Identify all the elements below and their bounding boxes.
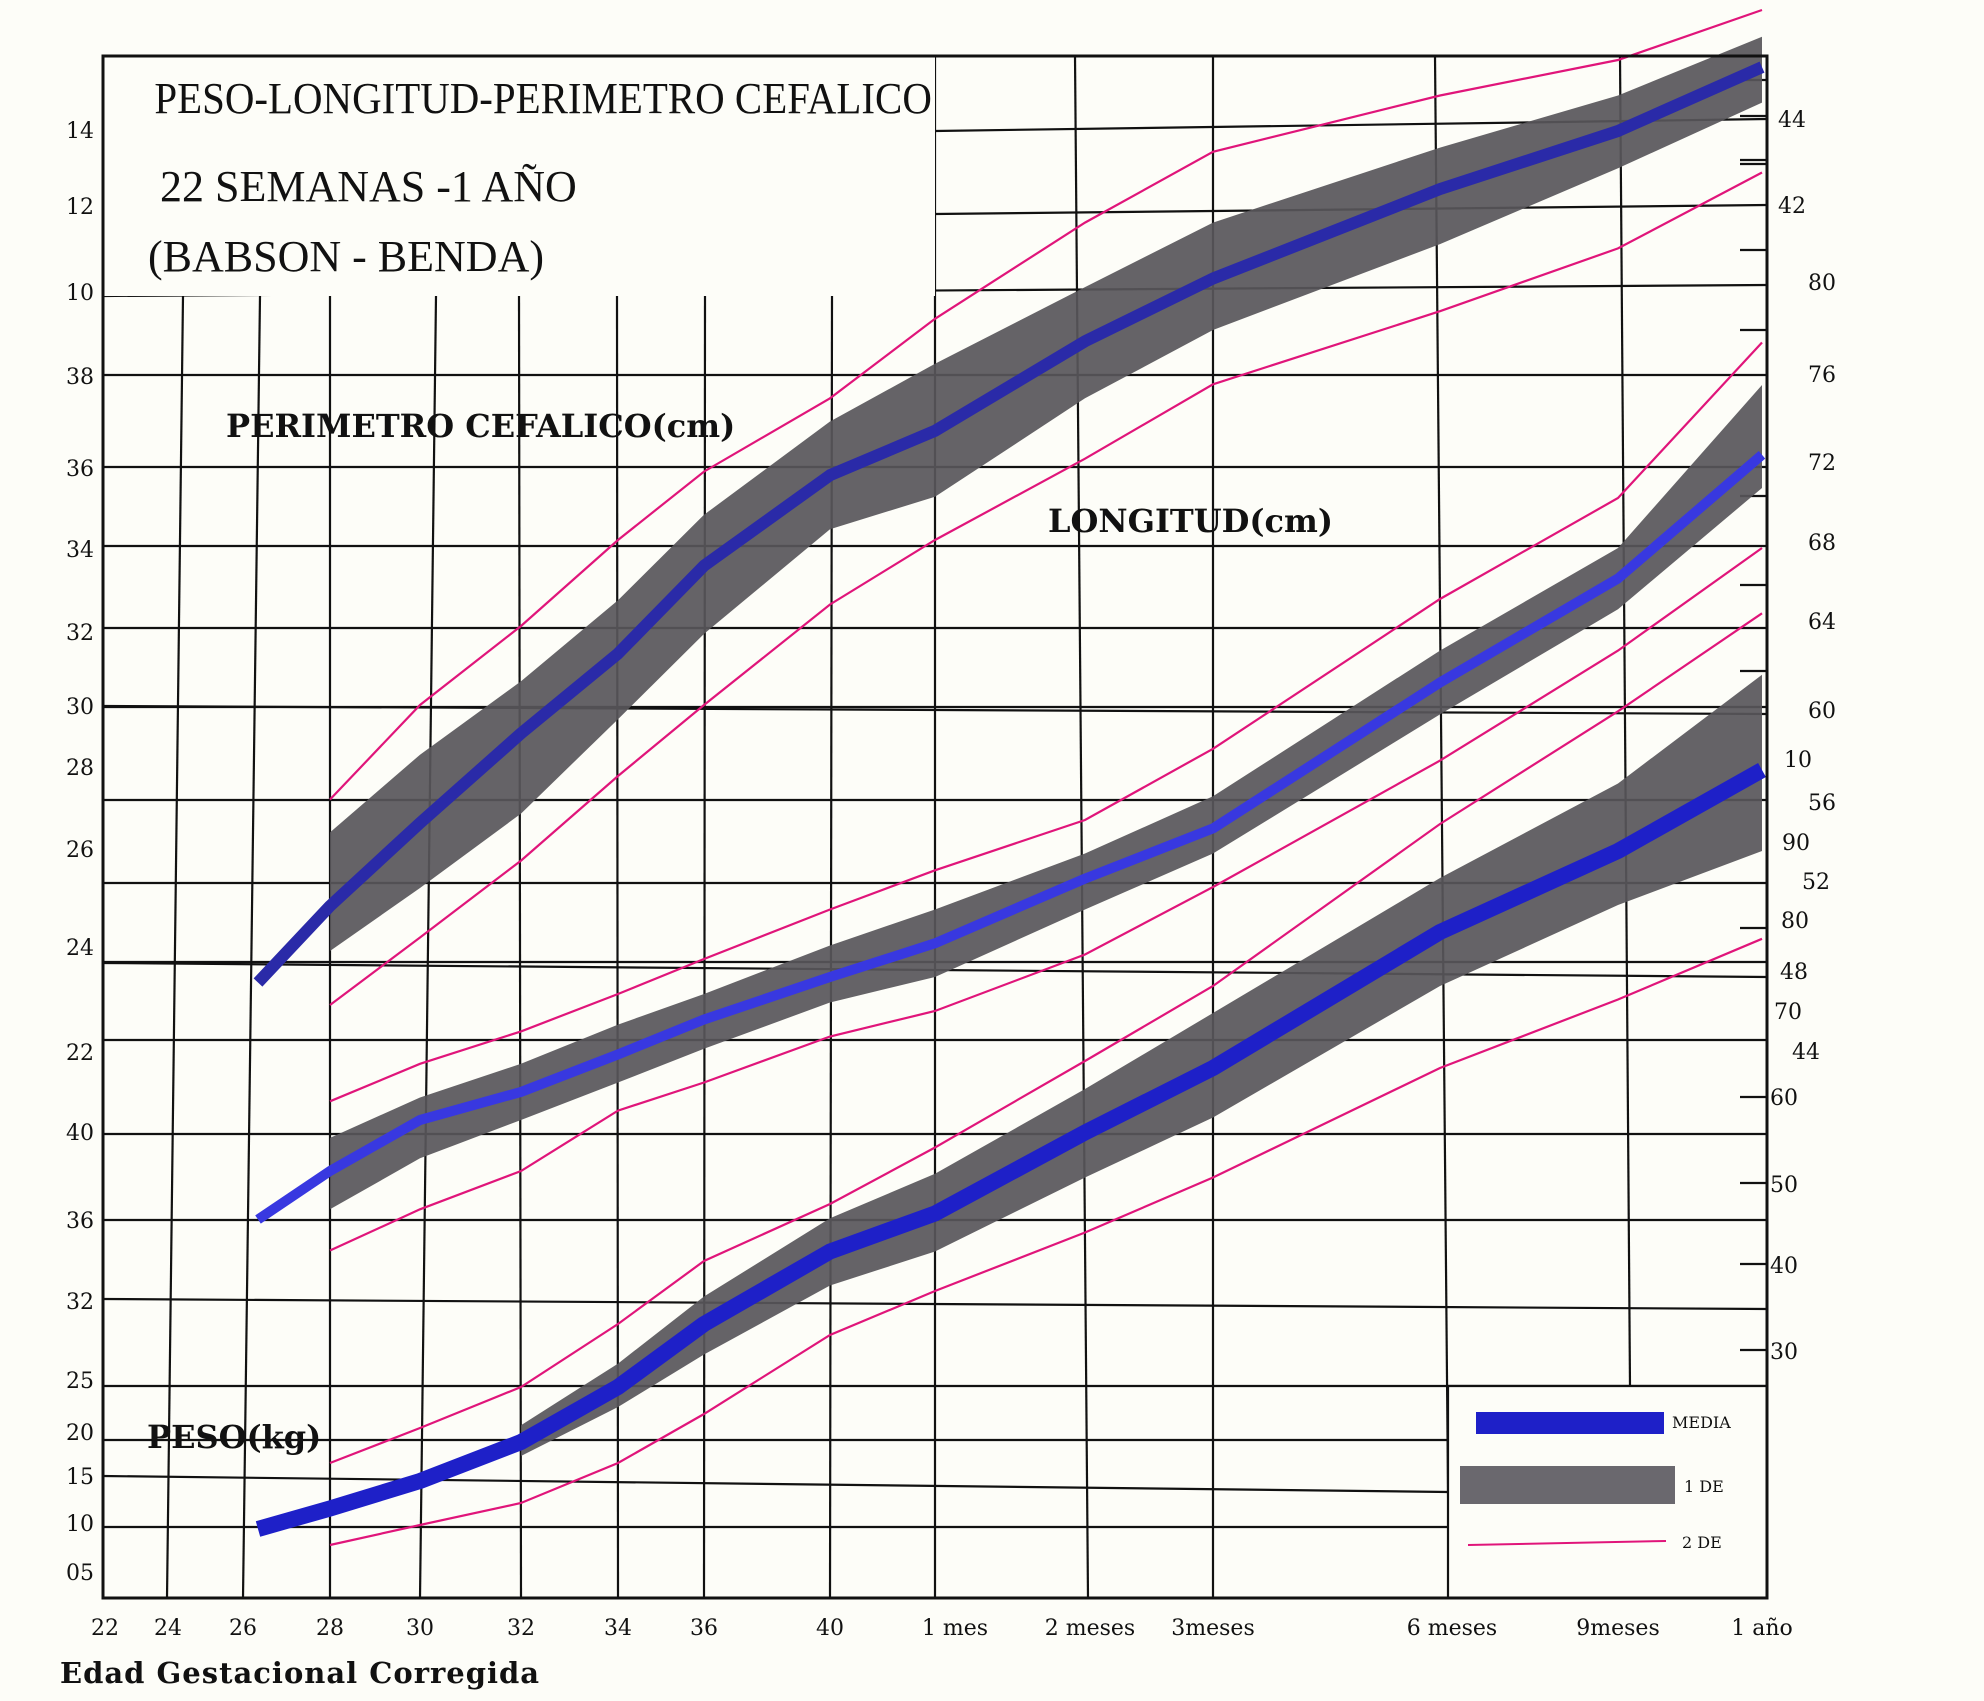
- right-tick-label: 30: [1770, 1340, 1798, 1365]
- x-tick-label: 32: [507, 1616, 535, 1641]
- two-sd-curves: [329, 8, 1763, 1547]
- two-sd-upper-curve: [329, 8, 1763, 801]
- right-tick-label: 44: [1792, 1040, 1820, 1065]
- grid-vline: [517, 295, 523, 1599]
- right-tick-label: 50: [1770, 1173, 1798, 1198]
- x-tick-label: 22: [91, 1616, 119, 1641]
- left-tick-label: 12: [66, 195, 94, 220]
- right-tick-label: 76: [1808, 363, 1836, 388]
- media-curve: [253, 61, 1765, 987]
- right-tick-label: 60: [1770, 1086, 1798, 1111]
- right-tick-label: 40: [1770, 1254, 1798, 1279]
- right-tick-label: 48: [1780, 960, 1808, 985]
- left-tick-label: 28: [66, 756, 94, 781]
- series-label-weight: PESO(kg): [147, 1418, 321, 1456]
- right-tick-label: 60: [1808, 699, 1836, 724]
- right-tick-label: 72: [1808, 451, 1836, 476]
- legend-1de-swatch: [1460, 1466, 1675, 1504]
- x-tick-label: 34: [604, 1616, 632, 1641]
- legend-media-label: MEDIA: [1672, 1413, 1731, 1432]
- grid-vline: [165, 295, 185, 1599]
- media-curve: [255, 763, 1766, 1537]
- right-tick-label: 80: [1781, 909, 1809, 934]
- x-tick-label: 1 mes: [922, 1616, 988, 1641]
- two-sd-lower-curve: [329, 937, 1763, 1547]
- media-curves: [253, 61, 1766, 1537]
- right-tick-label: 70: [1774, 1000, 1802, 1025]
- left-tick-label: 40: [66, 1121, 94, 1146]
- right-tick-label: 44: [1778, 108, 1806, 133]
- x-tick-label: 40: [816, 1616, 844, 1641]
- grid-hline: [102, 704, 1768, 716]
- left-tick-label: 24: [66, 936, 94, 961]
- x-tick-label: 26: [229, 1616, 257, 1641]
- x-tick-label: 28: [316, 1616, 344, 1641]
- two-sd-upper-curve: [329, 612, 1763, 1465]
- right-tick-label: 64: [1808, 610, 1836, 635]
- axis-labels: 22 24 26 28 30 32 34 36 40 1 mes 2 meses 3meses 6 me…: [66, 108, 1836, 1641]
- left-tick-label: 38: [66, 365, 94, 390]
- series-label-length: LONGITUD(cm): [1048, 502, 1333, 540]
- left-tick-label: 34: [66, 538, 94, 563]
- left-tick-label: 32: [66, 621, 94, 646]
- right-tick-label: 52: [1802, 870, 1830, 895]
- left-tick-label: 36: [66, 1209, 94, 1234]
- x-axis-title: Edad Gestacional Corregida: [60, 1656, 540, 1690]
- right-tick-label: 56: [1808, 791, 1836, 816]
- x-tick-label: 1 año: [1731, 1616, 1793, 1641]
- x-tick-label: 30: [406, 1616, 434, 1641]
- grid-hline: [102, 1297, 1768, 1311]
- x-tick-label: 3meses: [1171, 1616, 1254, 1641]
- two-sd-lower-curve: [329, 547, 1763, 1252]
- left-tick-label: 36: [66, 457, 94, 482]
- right-tick-label: 42: [1778, 194, 1806, 219]
- right-tick-label: 90: [1782, 831, 1810, 856]
- left-tick-label: 32: [66, 1290, 94, 1315]
- grid-hline: [102, 1474, 1449, 1494]
- left-tick-label: 05: [66, 1561, 94, 1586]
- grid-vline: [241, 295, 262, 1599]
- x-tick-label: 36: [690, 1616, 718, 1641]
- left-tick-label: 10: [66, 1512, 94, 1537]
- legend-2de-swatch: [1467, 1540, 1667, 1546]
- left-tick-label: 26: [66, 838, 94, 863]
- series-label-head: PERIMETRO CEFALICO(cm): [226, 407, 735, 445]
- grid-vline: [1618, 55, 1632, 1387]
- right-tick-label: 68: [1808, 531, 1836, 556]
- x-tick-label: 2 meses: [1045, 1616, 1135, 1641]
- left-tick-label: 20: [66, 1421, 94, 1446]
- legend-media-swatch: [1476, 1412, 1664, 1434]
- title-box: [103, 56, 935, 296]
- x-tick-label: 6 meses: [1407, 1616, 1497, 1641]
- legend-1de-label: 1 DE: [1684, 1477, 1724, 1496]
- legend-2de-label: 2 DE: [1682, 1533, 1722, 1552]
- right-tick-label: 10: [1784, 748, 1812, 773]
- chart-title-line2: 22 SEMANAS -1 AÑO: [160, 162, 577, 211]
- grid-vline: [418, 295, 438, 1599]
- grid-vline: [702, 295, 707, 1599]
- media-curve: [255, 451, 1766, 1224]
- two-sd-lower-curve: [329, 171, 1763, 1006]
- left-tick-label: 25: [66, 1369, 94, 1394]
- chart-title-line3: (BABSON - BENDA): [148, 232, 544, 281]
- right-tick-label: 80: [1808, 271, 1836, 296]
- chart-title-line1: PESO-LONGITUD-PERIMETRO CEFALICO: [154, 75, 931, 124]
- one-sd-band: [521, 674, 1762, 1456]
- plot-frame: [101, 54, 1769, 1600]
- left-tick-label: 15: [66, 1465, 94, 1490]
- one-sd-band: [330, 385, 1762, 1210]
- left-tick-label: 22: [66, 1041, 94, 1066]
- left-tick-label: 30: [66, 695, 94, 720]
- x-tick-label: 9meses: [1576, 1616, 1659, 1641]
- two-sd-upper-curve: [329, 341, 1763, 1103]
- left-tick-label: 10: [66, 281, 94, 306]
- left-tick-label: 14: [66, 119, 94, 144]
- x-tick-label: 24: [154, 1616, 182, 1641]
